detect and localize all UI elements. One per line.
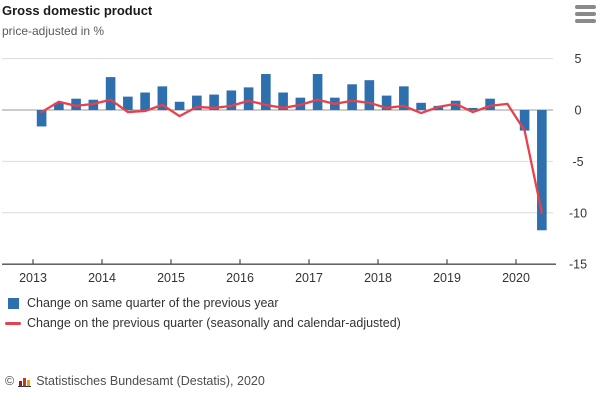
page-title: Gross domestic product <box>2 3 153 18</box>
y-axis-tick-label: -5 <box>572 155 583 169</box>
line-series-swatch-icon <box>5 321 21 325</box>
bar-2013-Q2 <box>54 102 64 110</box>
bar-series-swatch-icon <box>8 297 19 309</box>
bar-2014-Q2 <box>123 96 133 110</box>
page-subtitle: price-adjusted in % <box>2 24 105 39</box>
bar-2018-Q1 <box>381 95 392 110</box>
x-axis-year-label: 2017 <box>295 271 323 285</box>
x-axis-year-label: 2015 <box>157 271 185 285</box>
bar-2017-Q3 <box>347 84 357 110</box>
bar-2014-Q1 <box>105 77 116 110</box>
y-axis-tick-label: 5 <box>575 52 582 66</box>
copyright-symbol: © <box>5 374 15 388</box>
y-axis-tick-label: -15 <box>569 258 587 272</box>
bar-2013-Q1 <box>36 110 47 127</box>
hamburger-menu-icon[interactable] <box>575 5 596 26</box>
bar-2015-Q1 <box>174 101 185 110</box>
x-axis-year-label: 2019 <box>433 271 461 285</box>
legend-line-label: Change on the previous quarter (seasonal… <box>27 316 401 330</box>
bar-2016-Q3 <box>278 92 288 110</box>
bar-2015-Q2 <box>192 95 202 110</box>
y-axis-tick-label: -10 <box>569 206 587 220</box>
x-axis-year-label: 2020 <box>502 271 530 285</box>
y-axis-tick-label: 0 <box>575 104 582 118</box>
bar-2016-Q1 <box>243 87 254 110</box>
bar-2017-Q4 <box>364 80 375 110</box>
bar-2014-Q4 <box>157 86 168 110</box>
x-axis-year-label: 2016 <box>226 271 254 285</box>
legend-bars-label: Change on same quarter of the previous y… <box>27 296 279 310</box>
bar-2014-Q3 <box>140 92 150 110</box>
bar-2015-Q4 <box>226 90 237 110</box>
x-axis-year-label: 2014 <box>88 271 116 285</box>
x-axis-year-label: 2013 <box>19 271 47 285</box>
source-line: © Statistisches Bundesamt (Destatis), 20… <box>5 374 265 388</box>
destatis-logo-icon <box>18 375 32 387</box>
bar-2013-Q3 <box>71 98 81 110</box>
bar-2018-Q2 <box>399 86 409 110</box>
legend-item-bars: Change on same quarter of the previous y… <box>5 296 401 310</box>
bar-2019-Q1 <box>450 100 461 110</box>
x-axis-year-label: 2018 <box>364 271 392 285</box>
qoq-line <box>40 98 543 214</box>
bar-2015-Q3 <box>209 94 219 110</box>
source-text: Statistisches Bundesamt (Destatis), 2020 <box>36 374 265 388</box>
chart-legend: Change on same quarter of the previous y… <box>5 296 401 336</box>
bar-2019-Q3 <box>485 98 495 110</box>
bar-2019-Q2 <box>468 107 478 110</box>
chart-header: Gross domestic product price-adjusted in… <box>2 2 598 38</box>
bar-2018-Q3 <box>416 102 426 110</box>
bar-2016-Q2 <box>261 74 271 110</box>
bar-2020-Q1 <box>519 110 530 131</box>
legend-item-line: Change on the previous quarter (seasonal… <box>5 316 401 330</box>
bar-2020-Q2 <box>537 110 547 231</box>
bar-2017-Q1 <box>312 74 323 110</box>
gdp-chart: 5 0 -5 -10 -15 2013 2014 2015 2016 2017 2018 2019 20… <box>2 52 587 285</box>
